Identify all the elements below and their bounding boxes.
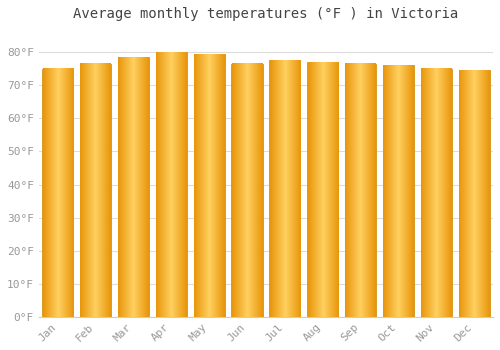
Bar <box>118 57 149 317</box>
Bar <box>307 62 338 317</box>
Bar <box>194 54 224 317</box>
Bar <box>270 61 300 317</box>
Title: Average monthly temperatures (°F ) in Victoria: Average monthly temperatures (°F ) in Vi… <box>74 7 458 21</box>
Bar <box>458 70 490 317</box>
Bar <box>421 69 452 317</box>
Bar <box>42 69 74 317</box>
Bar <box>383 65 414 317</box>
Bar <box>156 52 187 317</box>
Bar <box>80 64 111 317</box>
Bar <box>345 64 376 317</box>
Bar <box>232 64 262 317</box>
